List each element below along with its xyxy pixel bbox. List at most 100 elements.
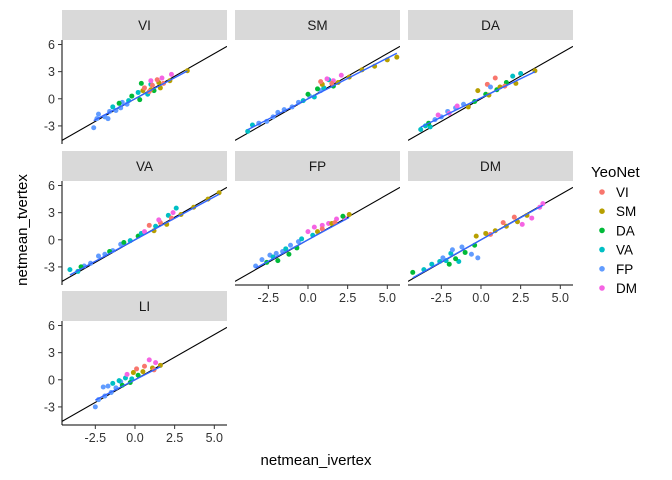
data-point xyxy=(142,363,147,369)
data-point xyxy=(216,190,222,196)
x-tick-label: -2.5 xyxy=(258,291,280,305)
plot-area xyxy=(235,186,400,282)
y-tick-label: 6 xyxy=(48,319,55,333)
legend-label: SM xyxy=(616,204,636,219)
x-tick-label: -2.5 xyxy=(85,431,107,445)
data-point xyxy=(100,384,106,390)
legend-key xyxy=(599,285,605,291)
data-point xyxy=(311,224,317,230)
x-tick-label: 0.0 xyxy=(299,291,316,305)
legend-label: VA xyxy=(616,243,633,258)
legend-label: DM xyxy=(616,281,637,296)
y-tick-label: 6 xyxy=(48,38,55,52)
data-point xyxy=(146,222,152,228)
data-point xyxy=(519,221,525,227)
x-axis-title: netmean_ivertex xyxy=(261,452,372,469)
legend-label: VI xyxy=(616,185,629,200)
x-tick-label: 0.0 xyxy=(126,431,143,445)
data-point xyxy=(173,205,179,211)
y-tick-label: -3 xyxy=(44,260,55,274)
facet-panel-fp: FP -2.5 0.0 2.5 5.0 xyxy=(235,151,400,305)
data-point xyxy=(305,91,311,97)
data-point xyxy=(394,54,400,60)
facet-strip-label: LI xyxy=(139,299,150,314)
y-tick-label: 3 xyxy=(48,65,55,79)
x-tick-label: 5.0 xyxy=(379,291,396,305)
facet-panel-li: LI -3 0 3 6 -2.5 0.0 2.5 5.0 xyxy=(44,291,227,445)
data-point xyxy=(259,257,265,263)
data-point xyxy=(511,214,517,220)
data-point xyxy=(137,97,143,103)
facet-strip-label: SM xyxy=(307,18,327,33)
fit-line xyxy=(255,216,350,269)
facet-strip xyxy=(62,10,227,40)
legend-key xyxy=(599,246,605,253)
fit-line xyxy=(94,366,161,401)
data-point xyxy=(148,78,154,84)
y-tick-label: 0 xyxy=(48,92,55,106)
data-point xyxy=(273,250,279,256)
plot-area xyxy=(408,186,573,282)
facet-strip-label: DM xyxy=(480,159,501,174)
data-point xyxy=(315,86,320,92)
data-point xyxy=(454,103,460,109)
fit-line xyxy=(93,70,188,122)
x-tick-label: -2.5 xyxy=(431,291,453,305)
facet-panel-vi: VI -3 0 3 6 xyxy=(44,10,227,144)
data-point xyxy=(324,76,330,82)
data-point xyxy=(159,75,165,81)
data-point xyxy=(129,93,135,99)
legend-label: DA xyxy=(616,223,635,238)
data-point xyxy=(540,201,546,207)
x-tick-label: 5.0 xyxy=(206,431,223,445)
data-point xyxy=(475,88,481,94)
facet-panel-da: DA xyxy=(408,10,573,141)
data-point xyxy=(410,269,416,275)
data-point xyxy=(134,366,140,372)
data-point xyxy=(440,255,446,261)
legend-label: FP xyxy=(616,262,633,277)
x-tick-label: 0.0 xyxy=(472,291,489,305)
facet-strip-label: DA xyxy=(481,18,500,33)
plot-area xyxy=(62,326,227,422)
data-point xyxy=(315,229,320,235)
data-point xyxy=(449,247,455,253)
data-point xyxy=(92,404,98,410)
data-point xyxy=(153,360,159,366)
data-point xyxy=(510,73,516,79)
y-axis-title: netmean_tvertex xyxy=(14,174,31,286)
data-point xyxy=(318,79,324,85)
plot-area xyxy=(62,45,227,141)
data-point xyxy=(329,80,335,86)
facet-strip xyxy=(408,151,573,181)
data-point xyxy=(299,236,305,242)
data-point xyxy=(142,229,147,235)
facet-strip xyxy=(62,291,227,321)
y-tick-label: 0 xyxy=(48,233,55,247)
data-point xyxy=(275,258,281,264)
data-point xyxy=(492,75,498,81)
y-tick-label: -3 xyxy=(44,119,55,133)
data-point xyxy=(418,127,424,133)
data-point xyxy=(142,85,147,91)
data-point xyxy=(483,230,489,236)
facet-strip xyxy=(408,10,573,40)
data-point xyxy=(146,357,152,363)
facet-panel-va: VA -3 0 3 6 xyxy=(44,151,227,285)
data-point xyxy=(488,84,493,90)
facet-strip-label: FP xyxy=(309,159,326,174)
data-point xyxy=(168,71,174,77)
data-point xyxy=(105,383,111,389)
data-point xyxy=(305,229,311,235)
data-point xyxy=(435,112,441,118)
data-point xyxy=(95,111,101,117)
x-tick-label: 2.5 xyxy=(166,431,183,445)
legend-entries: VI SM DA VA FP DM xyxy=(599,185,637,296)
facet-strip xyxy=(235,151,400,181)
data-point xyxy=(135,372,141,378)
data-point xyxy=(124,371,130,377)
data-point xyxy=(156,217,162,223)
data-point xyxy=(245,128,251,134)
data-point xyxy=(130,370,136,376)
